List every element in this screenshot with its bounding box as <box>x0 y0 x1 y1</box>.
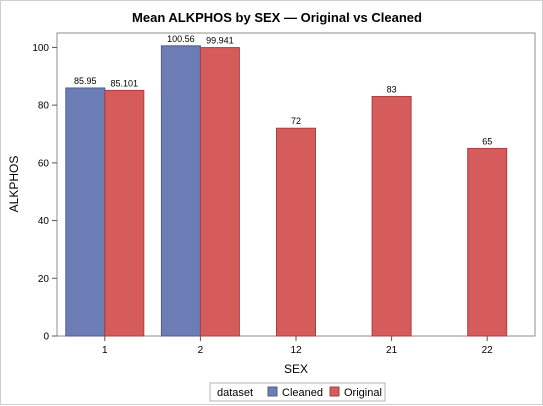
x-axis-label: SEX <box>284 362 308 376</box>
data-label-original-1: 85.101 <box>111 78 139 88</box>
legend-frame <box>209 382 386 402</box>
legend-label-cleaned: Cleaned <box>282 387 323 399</box>
y-tick-label: 0 <box>43 332 49 343</box>
legend: dataset Cleaned Original <box>209 382 386 402</box>
bar-original-12 <box>276 127 316 337</box>
data-label-original-22: 65 <box>482 136 492 146</box>
x-tick-label: 2 <box>198 345 204 356</box>
data-label-original-12: 72 <box>291 116 301 126</box>
x-tick-label: 21 <box>386 345 398 356</box>
legend-swatch-cleaned <box>267 386 278 397</box>
y-axis: 0 20 40 60 80 100 <box>32 43 57 343</box>
chart-title: Mean ALKPHOS by SEX — Original vs Cleane… <box>132 10 422 25</box>
bar-cleaned-2 <box>160 45 201 337</box>
x-tick-label: 12 <box>290 345 302 356</box>
x-tick-label: 1 <box>102 345 108 356</box>
y-tick-label: 100 <box>32 43 49 54</box>
bar-cleaned-1 <box>65 87 106 337</box>
y-tick-label: 80 <box>38 101 50 112</box>
bar-original-21 <box>371 95 412 337</box>
y-axis-label: ALKPHOS <box>7 156 21 213</box>
x-axis: 1 2 12 21 22 <box>102 336 493 356</box>
bars <box>65 45 508 337</box>
data-label-original-2: 99.941 <box>206 36 234 46</box>
bar-original-2 <box>199 47 240 337</box>
x-tick-label: 22 <box>482 345 494 356</box>
data-label-original-21: 83 <box>387 84 397 94</box>
y-tick-label: 40 <box>38 216 50 227</box>
data-label-cleaned-1: 85.95 <box>74 76 97 86</box>
y-tick-label: 60 <box>38 158 50 169</box>
data-label-cleaned-2: 100.56 <box>167 34 195 44</box>
bar-original-22 <box>467 147 508 337</box>
bar-original-1 <box>104 89 145 337</box>
legend-swatch-original <box>329 386 340 397</box>
y-tick-label: 20 <box>38 274 50 285</box>
legend-title: dataset <box>217 387 253 399</box>
legend-label-original: Original <box>344 387 382 399</box>
data-labels: 85.95 85.101 100.56 99.941 72 83 65 <box>74 34 492 147</box>
